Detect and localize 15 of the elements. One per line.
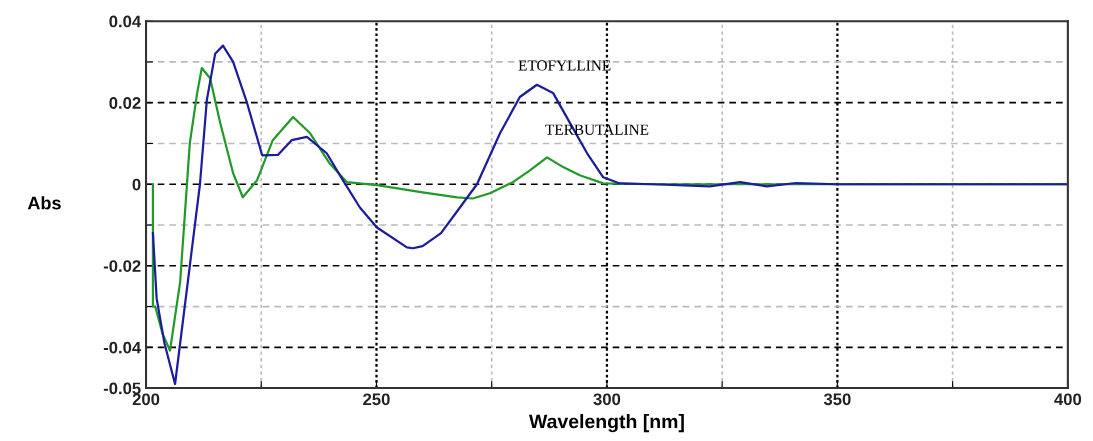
x-tick-label: 300 <box>593 393 621 406</box>
x-axis-title: Wavelength [nm] <box>529 414 684 433</box>
x-tick-label: 400 <box>1054 393 1082 406</box>
y-tick-label: 0 <box>132 178 141 191</box>
y-axis-title: Abs <box>27 196 61 210</box>
y-tick-label: -0.04 <box>103 341 142 354</box>
series-label: ETOFYLLINE <box>518 60 611 71</box>
y-tick-label: -0.05 <box>103 382 141 395</box>
y-tick-label: 0.04 <box>109 15 142 28</box>
x-tick-label: 200 <box>132 393 160 406</box>
x-tick-label: 250 <box>363 393 390 406</box>
y-tick-label: -0.02 <box>103 260 141 272</box>
line-series <box>151 44 1068 386</box>
x-tick-label: 350 <box>823 393 851 406</box>
y-tick-label: 0.02 <box>109 97 141 109</box>
